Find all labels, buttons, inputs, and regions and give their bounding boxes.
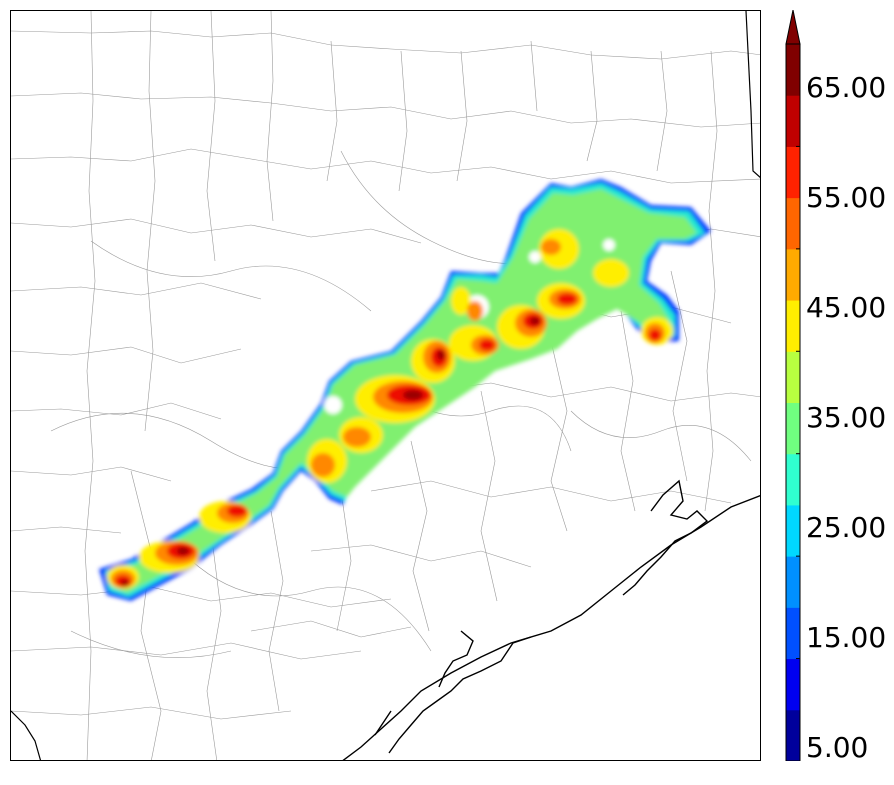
colorbar-border [785,43,801,761]
colorbar-label-55: 55.00 [806,181,887,214]
county-boundaries [11,11,760,760]
colorbar-segment [786,146,800,199]
colorbar-segment [786,197,800,250]
colorbar-segment [786,607,800,660]
colorbar [785,10,801,761]
colorbar-segment [786,248,800,301]
colorbar-segment [786,44,800,96]
colorbar-label-25: 25.00 [806,511,887,544]
colorbar-label-5: 5.00 [806,731,869,764]
colorbar-segment [786,402,800,455]
radar-echo [99,179,711,601]
colorbar-segment [786,300,800,352]
colorbar-segment [786,504,800,557]
colorbar-extend-arrow [785,10,801,45]
colorbar-segment [786,453,800,506]
colorbar-label-15: 15.00 [806,621,887,654]
colorbar-segment [786,658,800,711]
colorbar-label-35: 35.00 [806,401,887,434]
colorbar-segment [786,95,800,147]
colorbar-label-45: 45.00 [806,291,887,324]
colorbar-segment [786,556,800,608]
colorbar-segment [786,351,800,403]
state-border [11,11,760,760]
reflectivity-map [10,10,761,761]
coastline [342,479,760,760]
colorbar-segment [786,709,800,761]
colorbar-label-65: 65.00 [806,71,887,104]
map-svg [11,11,760,760]
